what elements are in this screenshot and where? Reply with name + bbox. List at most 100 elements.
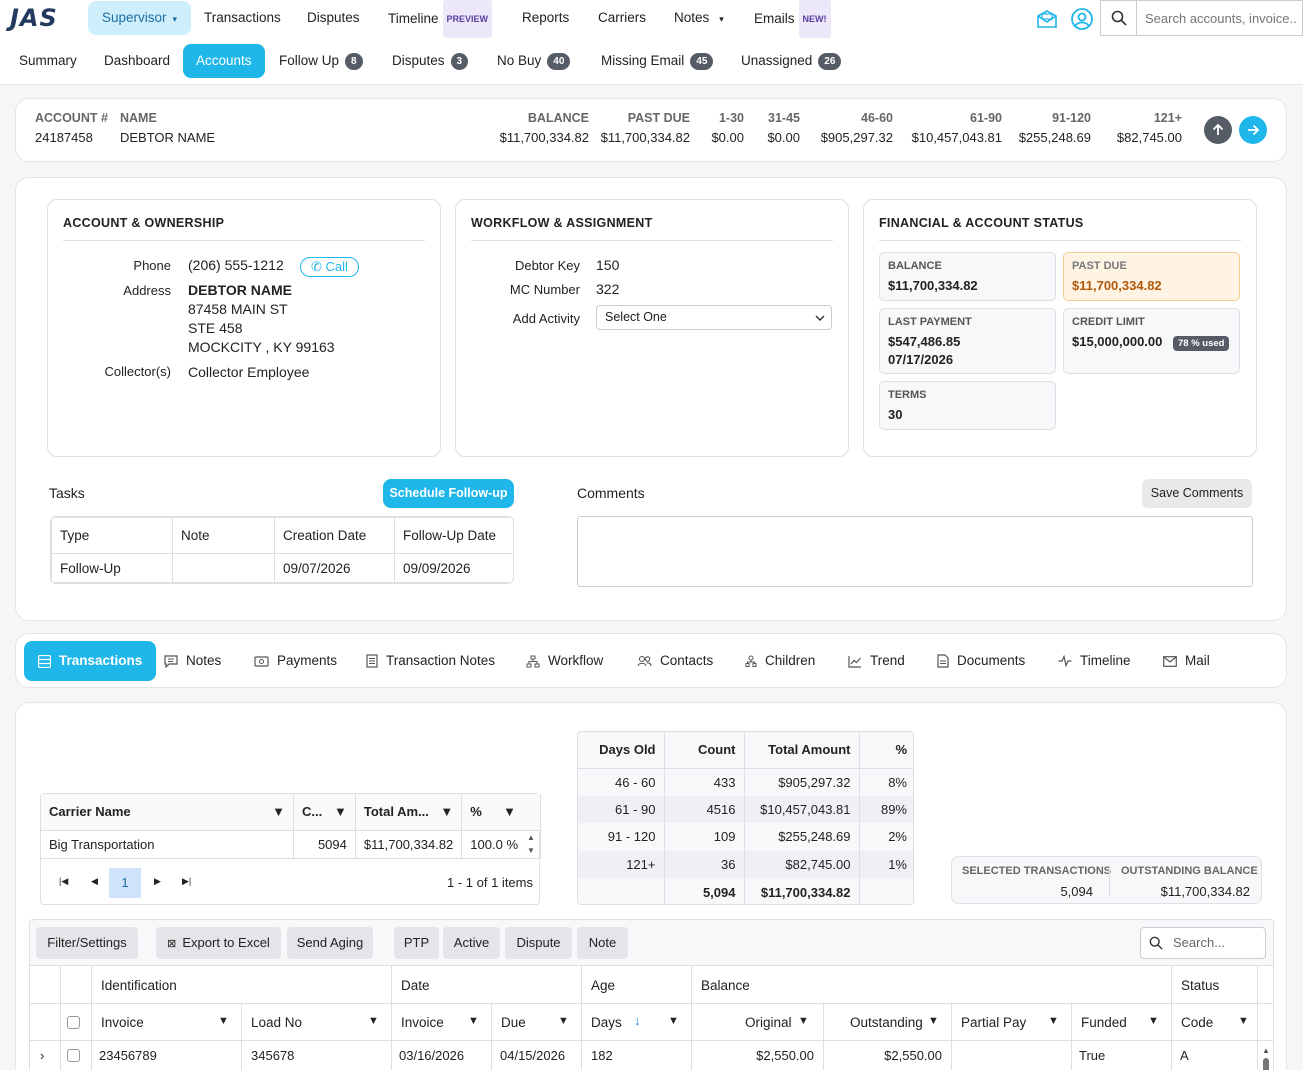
filter-icon[interactable]: ▼ (440, 804, 454, 820)
column-header-code[interactable]: Code (1181, 1015, 1214, 1030)
expand-row-icon[interactable]: › (40, 1048, 45, 1063)
current-page-button[interactable]: 1 (109, 868, 141, 898)
column-header-load-no[interactable]: Load No (251, 1015, 303, 1030)
nav-timeline[interactable]: Timeline PREVIEW (388, 0, 493, 38)
tab-children[interactable]: Children (745, 641, 815, 681)
filter-icon[interactable]: ▼ (272, 804, 285, 820)
sort-descending-icon[interactable]: ↓ (634, 1013, 641, 1028)
column-header[interactable]: Type (51, 517, 173, 554)
filter-icon[interactable]: ▼ (1238, 1015, 1249, 1027)
table-row[interactable]: Big Transportation 5094 $11,700,334.82 1… (41, 830, 541, 859)
tab-trend[interactable]: Trend (848, 641, 905, 681)
tab-mail[interactable]: Mail (1163, 641, 1210, 681)
bucket-121-plus-label: 121+ (1153, 111, 1182, 125)
carrier-total: $11,700,334.82 (355, 830, 463, 859)
column-header-total-amount[interactable]: Total Am... ▼ (355, 794, 463, 831)
app-logo[interactable]: JAS (10, 4, 58, 32)
first-page-icon[interactable]: |◀ (59, 876, 69, 886)
filter-settings-button[interactable]: Filter/Settings (36, 927, 138, 959)
column-header-invoice-date[interactable]: Invoice (401, 1015, 444, 1030)
tab-notes[interactable]: Notes (164, 641, 221, 681)
subnav-disputes[interactable]: Disputes 3 (392, 44, 469, 78)
schedule-follow-up-button[interactable]: Schedule Follow-up (383, 479, 514, 508)
tab-documents[interactable]: Documents (937, 641, 1025, 681)
filter-icon[interactable]: ▼ (334, 804, 347, 820)
column-header-count[interactable]: C... ▼ (293, 794, 356, 831)
tab-transactions[interactable]: Transactions (24, 641, 157, 681)
subnav-dashboard[interactable]: Dashboard (104, 53, 171, 68)
tab-timeline[interactable]: Timeline (1058, 641, 1131, 681)
nav-carriers[interactable]: Carriers (598, 10, 647, 25)
tab-payments[interactable]: Payments (254, 641, 337, 681)
column-header-due-date[interactable]: Due (501, 1015, 526, 1030)
column-header-original[interactable]: Original (745, 1015, 792, 1030)
send-aging-button[interactable]: Send Aging (287, 927, 373, 959)
previous-account-button[interactable] (1204, 116, 1232, 144)
grid-scrollbar[interactable]: ▲ (1260, 1046, 1272, 1070)
global-search-input[interactable] (1137, 1, 1297, 35)
filter-icon[interactable]: ▼ (218, 1015, 229, 1027)
filter-icon[interactable]: ▼ (468, 1015, 479, 1027)
ptp-button[interactable]: PTP (394, 927, 439, 959)
filter-icon[interactable]: ▼ (1148, 1015, 1159, 1027)
column-header-carrier-name[interactable]: Carrier Name ▼ (41, 794, 294, 831)
tab-contacts[interactable]: Contacts (637, 641, 713, 681)
filter-icon[interactable]: ▼ (668, 1015, 679, 1027)
column-header[interactable]: Follow-Up Date (394, 517, 513, 554)
column-header-days[interactable]: Days (591, 1015, 622, 1030)
column-header-invoice[interactable]: Invoice (101, 1015, 144, 1030)
column-header-funded[interactable]: Funded (1081, 1015, 1127, 1030)
export-excel-button[interactable]: ⊠ Export to Excel (156, 927, 281, 959)
column-header[interactable]: Creation Date (274, 517, 395, 554)
grid-search-input[interactable]: Search... (1140, 927, 1266, 959)
nav-notes[interactable]: Notes ▾ (674, 10, 724, 25)
tab-workflow[interactable]: Workflow (526, 641, 603, 681)
next-page-icon[interactable]: ▶ (154, 876, 161, 886)
filter-icon[interactable]: ▼ (1048, 1015, 1059, 1027)
subnav-missing-email[interactable]: Missing Email 45 (601, 44, 714, 78)
nav-transactions[interactable]: Transactions (204, 10, 281, 25)
table-row[interactable]: Follow-Up 09/07/2026 09/09/2026 (51, 553, 513, 583)
column-header-partial-pay[interactable]: Partial Pay (961, 1015, 1027, 1030)
group-header-status: Status (1181, 978, 1220, 993)
nav-reports[interactable]: Reports (522, 10, 570, 25)
tile-value: $15,000,000.00 (1072, 334, 1163, 349)
add-activity-select[interactable]: Select One (596, 305, 832, 330)
divider (91, 966, 92, 1070)
nav-disputes[interactable]: Disputes (307, 10, 360, 25)
select-all-checkbox[interactable] (67, 1016, 80, 1029)
previous-page-icon[interactable]: ◀ (91, 876, 98, 886)
filter-icon[interactable]: ▼ (798, 1015, 809, 1027)
column-header-outstanding[interactable]: Outstanding (850, 1015, 923, 1030)
last-page-icon[interactable]: ▶| (182, 876, 192, 886)
subnav-summary[interactable]: Summary (19, 53, 77, 68)
filter-icon[interactable]: ▼ (368, 1015, 379, 1027)
note-button[interactable]: Note (577, 927, 628, 959)
nav-supervisor[interactable]: Supervisor ▾ (88, 1, 192, 35)
filter-icon[interactable]: ▼ (503, 804, 516, 820)
grid-scrollbar[interactable]: ▲ ▼ (527, 833, 535, 855)
dispute-button[interactable]: Dispute (505, 927, 572, 959)
row-checkbox[interactable] (67, 1049, 80, 1062)
subnav-unassigned[interactable]: Unassigned 26 (741, 44, 842, 78)
search-icon[interactable] (1101, 1, 1137, 35)
call-button[interactable]: ✆ Call (300, 257, 359, 277)
subnav-accounts[interactable]: Accounts (183, 44, 265, 78)
tasks-title: Tasks (49, 485, 85, 501)
filter-icon[interactable]: ▼ (558, 1015, 569, 1027)
column-header-percent[interactable]: % ▼ (461, 794, 541, 831)
comments-textarea[interactable] (577, 516, 1253, 587)
subnav-no-buy[interactable]: No Buy 40 (497, 44, 571, 78)
next-account-button[interactable] (1239, 116, 1267, 144)
filter-icon[interactable]: ▼ (928, 1015, 939, 1027)
carrier-pager: |◀ ◀ 1 ▶ ▶| 1 - 1 of 1 items (41, 860, 541, 906)
tab-transaction-notes[interactable]: Transaction Notes (366, 641, 495, 681)
nav-emails[interactable]: Emails NEW! (754, 0, 831, 38)
mail-inbox-icon[interactable] (1035, 7, 1059, 31)
subnav-follow-up[interactable]: Follow Up 8 (279, 44, 363, 78)
save-comments-button[interactable]: Save Comments (1142, 479, 1252, 508)
user-avatar-icon[interactable] (1070, 7, 1094, 31)
carrier-percent: 100.0 % (461, 830, 541, 859)
active-button[interactable]: Active (443, 927, 500, 959)
column-header[interactable]: Note (172, 517, 275, 554)
